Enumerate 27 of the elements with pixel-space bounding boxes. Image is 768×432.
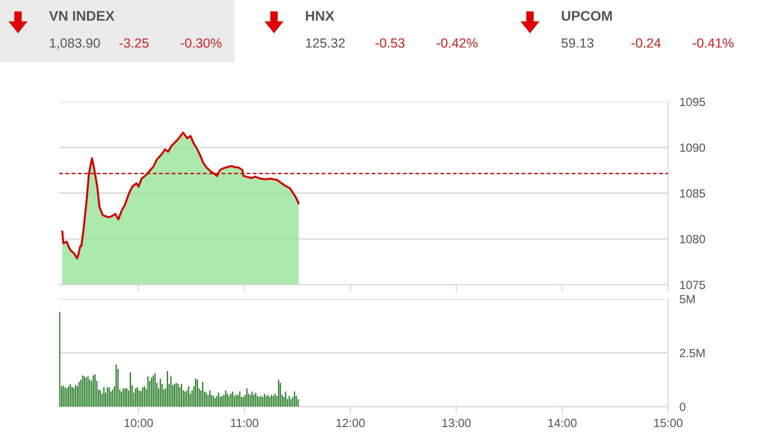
y-tick-label: 1085 <box>680 189 706 198</box>
x-tick-label: 12:00 <box>336 418 365 428</box>
text: -0.24 <box>632 38 661 48</box>
y-tick-label: 1090 <box>680 143 706 152</box>
y-tick-label: 5M <box>680 295 695 304</box>
x-tick-label: 11:00 <box>231 418 258 428</box>
y-tick-label: 0 <box>680 402 686 412</box>
y-tick-label: 1080 <box>680 234 706 244</box>
text: UPCOM <box>562 10 612 21</box>
text: 125.32 <box>306 38 345 48</box>
y-tick-label: 1095 <box>680 98 706 106</box>
text: VN INDEX <box>49 11 114 21</box>
x-tick-label: 13:00 <box>442 418 471 428</box>
text: -0.42% <box>436 38 478 48</box>
text: -3.25 <box>120 38 149 48</box>
text: 59.13 <box>562 38 594 48</box>
x-tick-label: 14:00 <box>548 418 577 428</box>
text: -0.30% <box>180 38 222 48</box>
text: 1,083.90 <box>50 38 100 50</box>
x-tick-label: 10:00 <box>124 418 153 428</box>
y-tick-label: 2.5M <box>680 348 705 358</box>
x-tick-label: 15:00 <box>654 418 682 428</box>
text: HNX <box>306 11 334 21</box>
line-series <box>61 132 300 260</box>
text: -0.41% <box>692 38 734 48</box>
y-tick-label: 1075 <box>680 280 706 290</box>
text: -0.53 <box>376 38 404 48</box>
